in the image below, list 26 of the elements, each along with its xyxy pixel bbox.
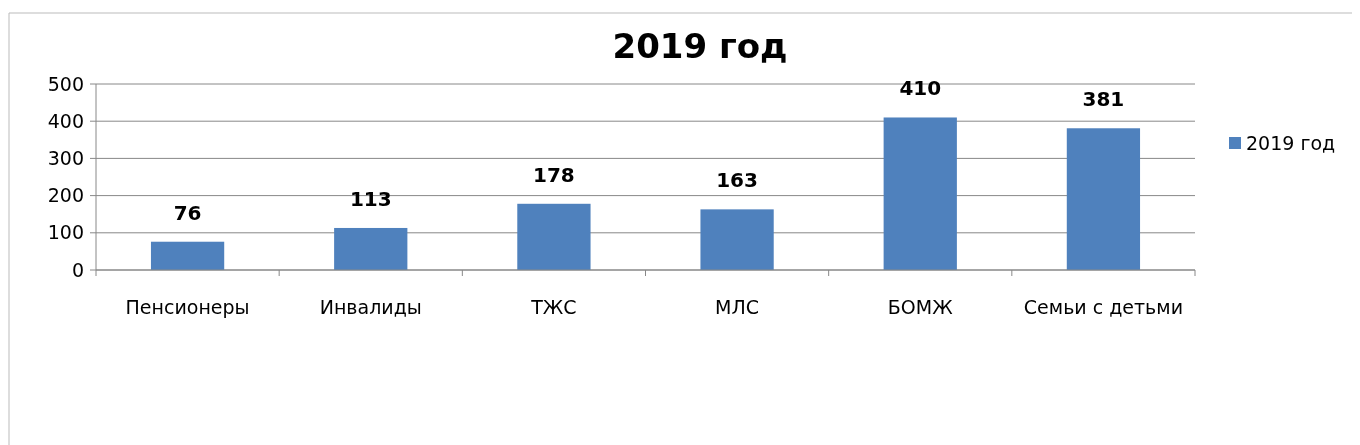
x-tick-label: Пенсионеры	[125, 296, 250, 318]
x-tick-label: БОМЖ	[887, 296, 954, 318]
x-tick-label: МЛС	[715, 296, 760, 318]
chart-title: 2019 год	[612, 26, 788, 66]
x-tick-label: ТЖС	[530, 296, 577, 318]
legend-label: 2019 год	[1246, 131, 1336, 154]
data-label: 76	[173, 200, 202, 225]
bar	[334, 227, 408, 270]
data-label: 410	[899, 76, 942, 101]
data-label: 113	[349, 186, 392, 211]
bar	[1066, 128, 1141, 270]
bar	[150, 241, 225, 270]
bar	[517, 203, 591, 270]
y-tick-label: 200	[47, 184, 84, 207]
y-tick-label: 0	[71, 258, 84, 281]
bar	[883, 117, 957, 270]
y-tick-label: 500	[47, 72, 84, 95]
y-tick-label: 300	[47, 147, 84, 170]
bar	[700, 209, 774, 270]
x-tick-label: Семьи с детьми	[1023, 296, 1183, 318]
data-label: 178	[533, 162, 575, 187]
data-label: 163	[716, 168, 758, 193]
data-label: 381	[1082, 87, 1125, 112]
y-tick-label: 100	[47, 221, 84, 244]
y-tick-label: 400	[47, 109, 84, 132]
x-tick-label: Инвалиды	[319, 296, 422, 318]
